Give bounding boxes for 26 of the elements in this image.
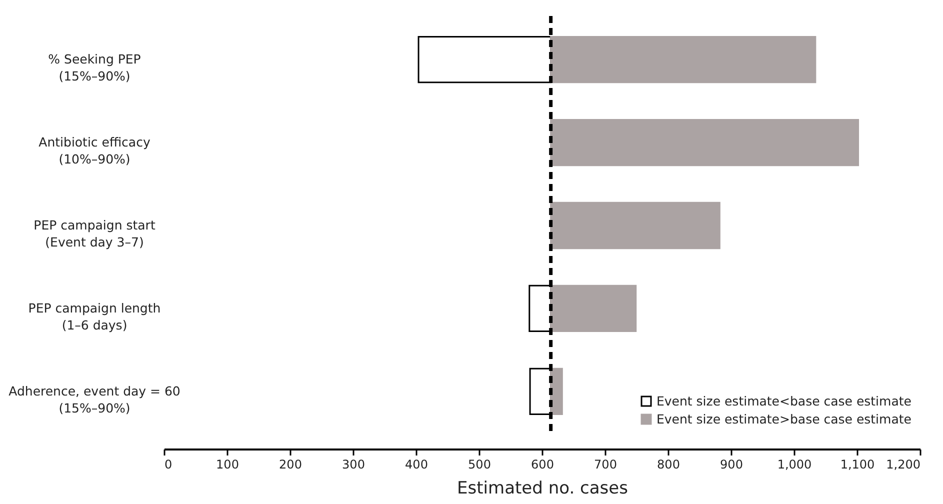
- bar: [550, 368, 563, 416]
- y-tick-label: Antibiotic efficacy (10%–90%): [38, 134, 151, 167]
- x-tick-label: 400: [405, 458, 428, 472]
- y-tick-label: % Seeking PEP (15%–90%): [48, 52, 142, 84]
- x-tick-label: 600: [531, 458, 554, 472]
- y-tick-label: PEP campaign length (1–6 days): [28, 300, 161, 332]
- bar: [550, 36, 816, 84]
- legend-label: Event size estimate>base case estimate: [656, 411, 912, 426]
- x-tick-label: 800: [657, 458, 680, 472]
- bar: [550, 118, 860, 166]
- x-tick-label: 1,000: [777, 458, 812, 472]
- x-tick-label: 300: [342, 458, 365, 472]
- x-tick-label: 200: [279, 458, 302, 472]
- x-tick-label: 1,100: [840, 458, 875, 472]
- y-tick-label: Adherence, event day = 60 (15%–90%): [8, 383, 180, 416]
- x-tick-label: 700: [594, 458, 617, 472]
- x-tick-label: 100: [216, 458, 239, 472]
- x-tick-label: 900: [720, 458, 743, 472]
- bar: [550, 202, 720, 250]
- x-axis-title: Estimated no. cases: [457, 478, 628, 498]
- bar: [550, 284, 637, 332]
- x-tick-label: 0: [164, 458, 172, 472]
- x-tick-label: 500: [468, 458, 491, 472]
- y-tick-label: PEP campaign start (Event day 3–7): [34, 218, 156, 250]
- legend-label: Event size estimate<base case estimate: [656, 393, 912, 408]
- x-tick-label: 1,200: [886, 458, 920, 472]
